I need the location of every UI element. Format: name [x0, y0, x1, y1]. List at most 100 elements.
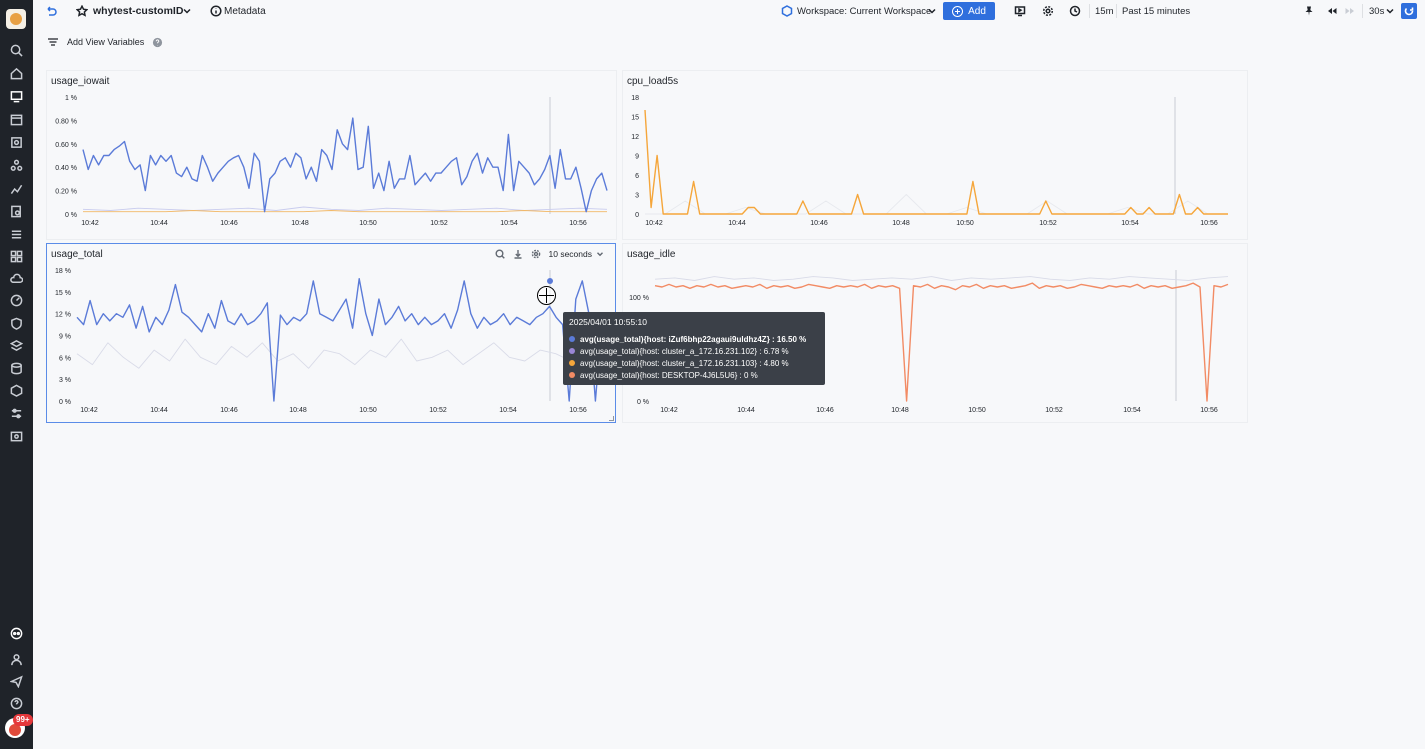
divider: [1362, 4, 1363, 18]
package-icon[interactable]: [5, 381, 27, 399]
workspace-selector[interactable]: Workspace: Current Workspace: [797, 5, 932, 17]
help-icon[interactable]: [152, 37, 163, 48]
y-tick-label: 3 %: [59, 377, 71, 384]
gear-icon[interactable]: [1042, 0, 1054, 22]
crosshair-cursor-icon: [537, 286, 556, 305]
series-line[interactable]: [645, 194, 1228, 215]
presentation-icon[interactable]: [1014, 0, 1026, 22]
home-icon[interactable]: [5, 64, 27, 82]
cpu-load5s-chart[interactable]: 0 3 6 9 12 15 18 10:42 10:44 10:46 10:48 10:50 10:52…: [623, 71, 1249, 241]
fast-forward-icon[interactable]: [1344, 0, 1356, 22]
list-icon[interactable]: [5, 225, 27, 243]
calendar-icon[interactable]: [5, 110, 27, 128]
chart-tooltip: 2025/04/01 10:55:10 avg(usage_total){hos…: [563, 312, 825, 385]
log-search-icon[interactable]: [5, 202, 27, 220]
resize-handle[interactable]: [609, 416, 614, 421]
tooltip-row-label: avg(usage_total){host: DESKTOP-4J6L5U6} …: [580, 370, 758, 380]
time-range-picker[interactable]: Past 15 minutes: [1122, 5, 1191, 17]
dashboard-title[interactable]: whytest-customID: [93, 5, 184, 17]
chevron-down-icon[interactable]: [181, 0, 193, 22]
apps-icon[interactable]: [5, 247, 27, 265]
dashboard-icon[interactable]: [5, 87, 27, 105]
series-line[interactable]: [654, 276, 1229, 281]
chart-panel-usage-iowait[interactable]: usage_iowait 0 % 0.20 % 0.40 % 0.60 % 0.80 %…: [46, 70, 617, 240]
x-tick-label: 10:56: [1200, 407, 1218, 414]
layers-icon[interactable]: [5, 336, 27, 354]
series-dot: [569, 372, 575, 378]
x-tick-label: 10:44: [150, 407, 168, 414]
x-tick-label: 10:54: [1123, 407, 1141, 414]
usage-total-chart[interactable]: 0 % 3 % 6 % 9 % 12 % 15 % 18 % 10:42 10:44 10:46 1…: [47, 244, 617, 424]
download-icon[interactable]: [513, 249, 523, 259]
series-line[interactable]: [76, 338, 603, 369]
metadata-link[interactable]: Metadata: [224, 5, 266, 17]
tooltip-row: avg(usage_total){host: iZuf6bhp22agaui9u…: [569, 333, 806, 345]
tooltip-row-label: avg(usage_total){host: iZuf6bhp22agaui9u…: [580, 334, 807, 344]
star-icon[interactable]: [76, 0, 88, 22]
interval-selector[interactable]: 10 seconds: [548, 249, 592, 259]
series-line[interactable]: [644, 109, 1228, 215]
x-tick-label: 10:44: [728, 220, 746, 227]
user-icon[interactable]: [5, 650, 27, 668]
x-tick-label: 10:42: [660, 407, 678, 414]
time-range-short[interactable]: 15m: [1095, 5, 1114, 17]
rewind-icon[interactable]: [1326, 0, 1338, 22]
view-variables-bar[interactable]: Add View Variables: [47, 34, 163, 50]
help-icon[interactable]: [5, 694, 27, 712]
back-icon[interactable]: [45, 0, 57, 22]
send-icon[interactable]: [5, 672, 27, 690]
cluster-icon[interactable]: [5, 156, 27, 174]
x-tick-label: 10:50: [359, 220, 377, 227]
y-tick-label: 12 %: [55, 312, 71, 319]
chevron-down-icon[interactable]: [926, 0, 938, 22]
series-line[interactable]: [654, 282, 1229, 402]
series-dot: [569, 348, 575, 354]
settings-sliders-icon[interactable]: [5, 404, 27, 422]
chevron-down-icon[interactable]: [595, 249, 605, 259]
chevron-down-icon[interactable]: [1384, 0, 1396, 22]
tooltip-row-label: avg(usage_total){host: cluster_a_172.16.…: [580, 346, 789, 356]
chart-panel-cpu-load5s[interactable]: cpu_load5s 0 3 6 9 12 15 18 10:42 10:44 10:46 10:4…: [622, 70, 1248, 240]
left-sidebar: 99+: [0, 0, 33, 749]
x-tick-label: 10:42: [81, 220, 99, 227]
y-tick-label: 6 %: [59, 355, 71, 362]
gauge-icon[interactable]: [5, 291, 27, 309]
zoom-icon[interactable]: [495, 249, 505, 259]
panel-title: usage_iowait: [51, 76, 110, 87]
filter-icon: [48, 38, 58, 46]
divider: [1116, 4, 1117, 18]
x-tick-label: 10:52: [1045, 407, 1063, 414]
billing-icon[interactable]: [5, 427, 27, 445]
y-tick-label: 18: [631, 95, 639, 102]
x-tick-label: 10:52: [430, 220, 448, 227]
cloud-icon[interactable]: [5, 269, 27, 287]
x-tick-label: 10:42: [80, 407, 98, 414]
refresh-interval[interactable]: 30s: [1369, 5, 1385, 17]
series-line[interactable]: [82, 206, 608, 211]
app-logo[interactable]: [6, 9, 26, 29]
monitor-icon[interactable]: [5, 133, 27, 151]
history-icon[interactable]: [1069, 0, 1081, 22]
add-button-label: Add: [968, 5, 986, 17]
x-tick-label: 10:46: [816, 407, 834, 414]
x-tick-label: 10:54: [499, 407, 517, 414]
y-tick-label: 0 %: [65, 212, 77, 219]
series-line[interactable]: [83, 210, 607, 213]
gear-icon[interactable]: [531, 249, 541, 259]
chart-panel-usage-total[interactable]: usage_total 0 % 3 % 6 % 9 % 12 % 15 % 18 % 10:4…: [46, 243, 616, 423]
search-icon[interactable]: [5, 41, 27, 59]
usage-iowait-chart[interactable]: 0 % 0.20 % 0.40 % 0.60 % 0.80 % 1 % 10:42 10:44…: [47, 71, 618, 241]
database-icon[interactable]: [5, 359, 27, 377]
series-line[interactable]: [76, 278, 603, 402]
refresh-button[interactable]: [1401, 3, 1417, 19]
refresh-icon: [1404, 7, 1414, 16]
x-tick-label: 10:54: [1121, 220, 1139, 227]
series-line[interactable]: [82, 117, 608, 213]
pin-icon[interactable]: [1303, 0, 1315, 22]
shield-icon[interactable]: [5, 314, 27, 332]
assistant-bot-icon[interactable]: [5, 624, 27, 642]
tooltip-row-label: avg(usage_total){host: cluster_a_172.16.…: [580, 358, 789, 368]
metrics-icon[interactable]: [5, 179, 27, 197]
y-tick-label: 3: [635, 193, 639, 200]
add-button[interactable]: Add: [943, 2, 995, 20]
